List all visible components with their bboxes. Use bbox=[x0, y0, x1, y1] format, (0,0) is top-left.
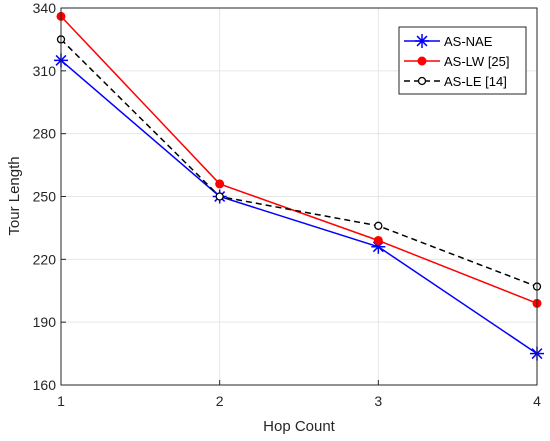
marker-stroke bbox=[416, 35, 428, 47]
series-line bbox=[60, 15, 538, 305]
legend-label: AS-LE [14] bbox=[444, 74, 507, 89]
y-tick-label: 220 bbox=[33, 251, 57, 267]
x-tick-label: 2 bbox=[216, 393, 224, 409]
legend-label: AS-NAE bbox=[444, 34, 493, 49]
y-axis-label: Tour Length bbox=[6, 156, 23, 235]
y-tick-label: 250 bbox=[33, 189, 57, 205]
series-line bbox=[60, 38, 538, 288]
legend-label: AS-LW [25] bbox=[444, 54, 510, 69]
y-tick-label: 310 bbox=[33, 63, 57, 79]
x-tick-label: 3 bbox=[374, 393, 382, 409]
y-tick-label: 160 bbox=[33, 377, 57, 393]
legend-item: AS-LW [25] bbox=[404, 54, 510, 69]
x-tick-label: 1 bbox=[57, 393, 65, 409]
legend-marker bbox=[417, 56, 427, 66]
data-point bbox=[373, 235, 383, 245]
y-tick-label: 340 bbox=[33, 0, 57, 16]
legend-marker bbox=[417, 76, 427, 86]
x-axis-label: Hop Count bbox=[263, 418, 336, 435]
x-tick-label: 4 bbox=[533, 393, 541, 409]
data-point bbox=[374, 221, 383, 230]
y-tick-label: 280 bbox=[33, 126, 57, 142]
series-line bbox=[60, 59, 538, 355]
legend-item: AS-NAE bbox=[404, 34, 493, 49]
data-point bbox=[215, 192, 224, 201]
legend-item: AS-LE [14] bbox=[404, 74, 507, 89]
data-point bbox=[215, 179, 225, 189]
tick-labels: 160 190 220 250 280 310 340 1 2 3 4 bbox=[33, 0, 541, 409]
legend-marker bbox=[415, 34, 429, 48]
series-layer bbox=[54, 11, 544, 361]
y-tick-label: 190 bbox=[33, 314, 57, 330]
legend: AS-NAE AS-LW [25] AS-LE [14] bbox=[398, 26, 527, 95]
